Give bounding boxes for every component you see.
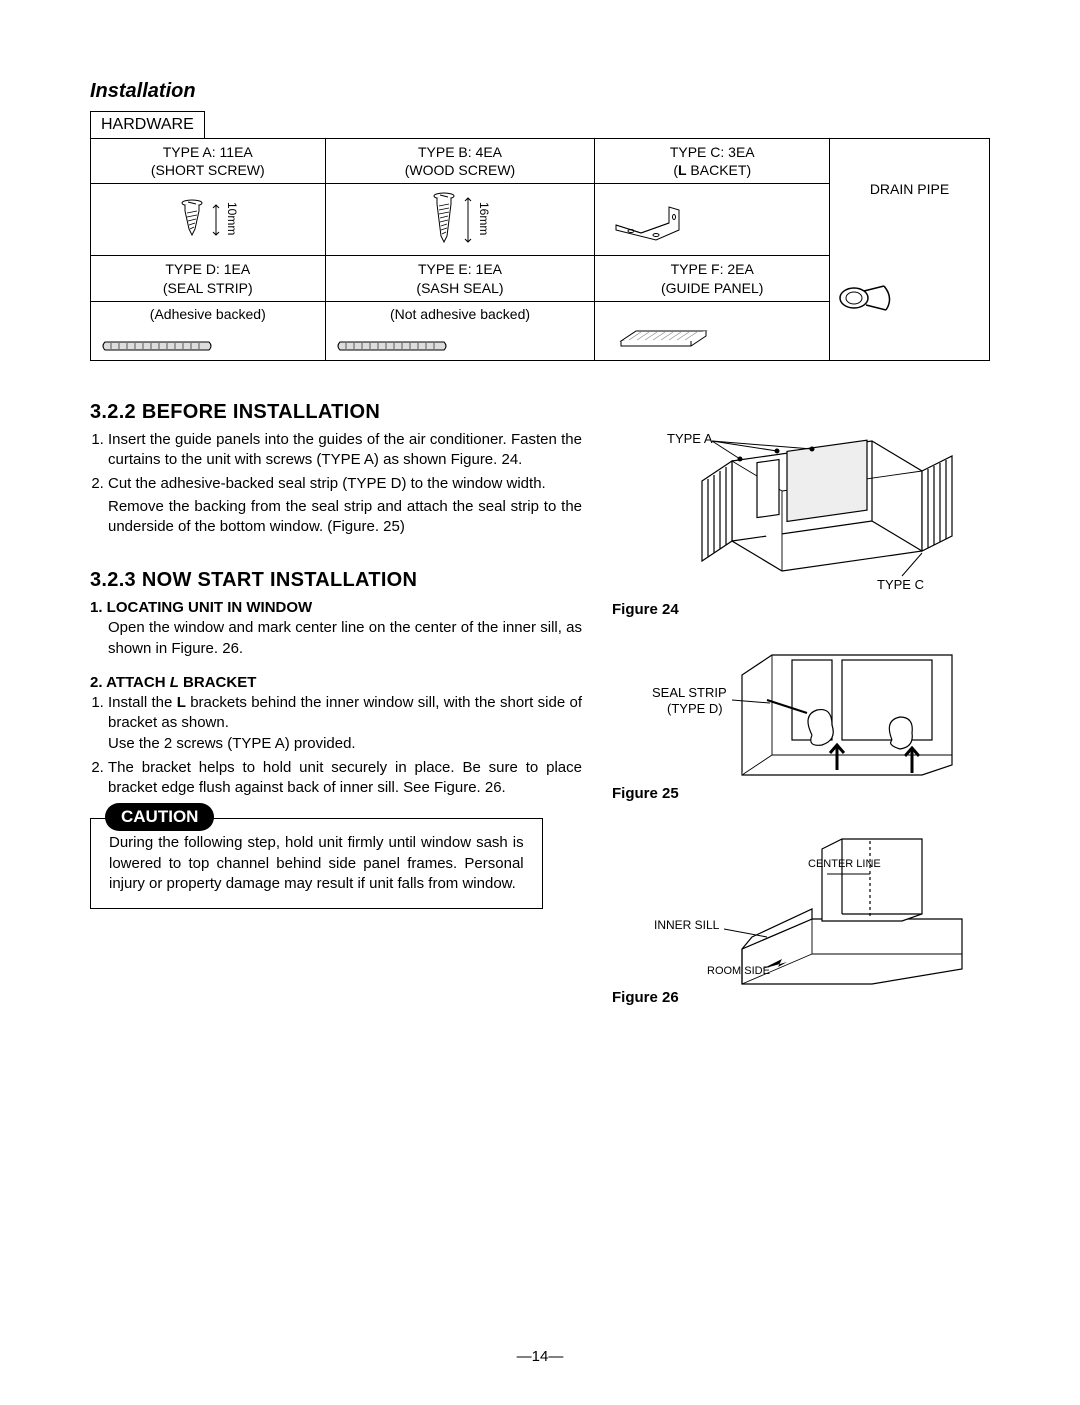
fig26-c3: ROOM SIDE [707,965,770,977]
figure-24-label: Figure 24 [612,601,679,618]
hardware-tab: HARDWARE [90,111,205,139]
wood-screw-icon [429,190,459,246]
table-row: TYPE A: 11EA (SHORT SCREW) TYPE B: 4EA (… [91,139,990,184]
guide-panel-icon [601,306,721,356]
fig25-c2: (TYPE D) [667,701,723,716]
hw-f-header: TYPE F: 2EA (GUIDE PANEL) [595,256,830,301]
fig24-typec: TYPE C [877,577,924,592]
before-item2: Cut the adhesive-backed seal strip (TYPE… [108,474,582,537]
now-sub2-b: The bracket helps to hold unit securely … [108,758,582,799]
caution-box: CAUTION During the following step, hold … [90,818,543,909]
hw-a-header: TYPE A: 11EA (SHORT SCREW) [91,139,326,184]
figure-25: SEAL STRIP (TYPE D) Figure 25 [612,645,990,803]
hw-c-title: TYPE C: 3EA [670,144,755,160]
short-screw-icon [177,197,207,239]
hw-e-header: TYPE E: 1EA (SASH SEAL) [325,256,595,301]
hw-b-header: TYPE B: 4EA (WOOD SCREW) [325,139,595,184]
now-sub1-body: Open the window and mark center line on … [90,618,582,659]
dim-icon [211,197,221,239]
hw-e-img: (Not adhesive backed) [325,301,595,360]
figure-26-svg: CENTER LINE INNER SILL ROOM SIDE [612,829,972,989]
hw-a-title: TYPE A: 11EA [163,144,253,160]
hw-a-img: 10mm [91,184,326,256]
hw-b-sub: (WOOD SCREW) [405,162,515,178]
hw-f-img [595,301,830,360]
fig26-c1: CENTER LINE [808,858,881,870]
now-sub2-title: 2. ATTACH L BRACKET [90,673,582,693]
hw-c-img [595,184,830,256]
hw-b-mm: 16mm [477,202,491,235]
now-sub2-a: Install the L brackets behind the inner … [108,693,582,754]
figure-25-svg: SEAL STRIP (TYPE D) [612,645,972,785]
hw-b-title: TYPE B: 4EA [418,144,502,160]
now-sub2-list: Install the L brackets behind the inner … [90,693,582,798]
hw-c-header: TYPE C: 3EA (L BACKET) [595,139,830,184]
hw-a-sub: (SHORT SCREW) [151,162,265,178]
sash-seal-icon [332,332,452,356]
page-number: —14— [517,1348,564,1365]
fig25-c1: SEAL STRIP [652,685,727,700]
before-list: Insert the guide panels into the guides … [90,430,582,537]
hw-b-img: 16mm [325,184,595,256]
hw-drain-title: DRAIN PIPE [836,180,983,198]
before-item1: Insert the guide panels into the guides … [108,430,582,471]
now-sub1-title: 1. LOCATING UNIT IN WINDOW [90,598,582,618]
hw-drain-cell: DRAIN PIPE [830,139,990,361]
now-heading: 3.2.3 NOW START INSTALLATION [90,569,582,592]
section-title: Installation [90,80,990,103]
hardware-table: TYPE A: 11EA (SHORT SCREW) TYPE B: 4EA (… [90,138,990,361]
content-row: 3.2.2 BEFORE INSTALLATION Insert the gui… [90,401,990,1033]
figure-26-label: Figure 26 [612,989,679,1006]
left-column: 3.2.2 BEFORE INSTALLATION Insert the gui… [90,401,582,1033]
seal-strip-icon [97,332,217,356]
hw-d-header: TYPE D: 1EA (SEAL STRIP) [91,256,326,301]
fig24-typea: TYPE A [667,431,713,446]
figure-24-svg: TYPE A TYPE C [612,401,972,601]
before-heading: 3.2.2 BEFORE INSTALLATION [90,401,582,424]
caution-body: During the following step, hold unit fir… [109,833,524,894]
figure-26: CENTER LINE INNER SILL ROOM SIDE Figure … [612,829,990,1007]
hw-a-mm: 10mm [225,202,239,235]
fig26-c2: INNER SILL [654,918,720,932]
l-bracket-icon [601,195,691,245]
drain-pipe-icon [836,278,896,318]
right-column: TYPE A TYPE C Figure 24 [612,401,990,1033]
dim-icon [463,190,473,246]
caution-badge: CAUTION [105,803,214,831]
figure-25-label: Figure 25 [612,785,679,802]
figure-24: TYPE A TYPE C Figure 24 [612,401,990,619]
hw-d-img: (Adhesive backed) [91,301,326,360]
hw-c-sub: (L BACKET) [673,162,751,178]
before-item2-extra: Remove the backing from the seal strip a… [108,497,582,538]
